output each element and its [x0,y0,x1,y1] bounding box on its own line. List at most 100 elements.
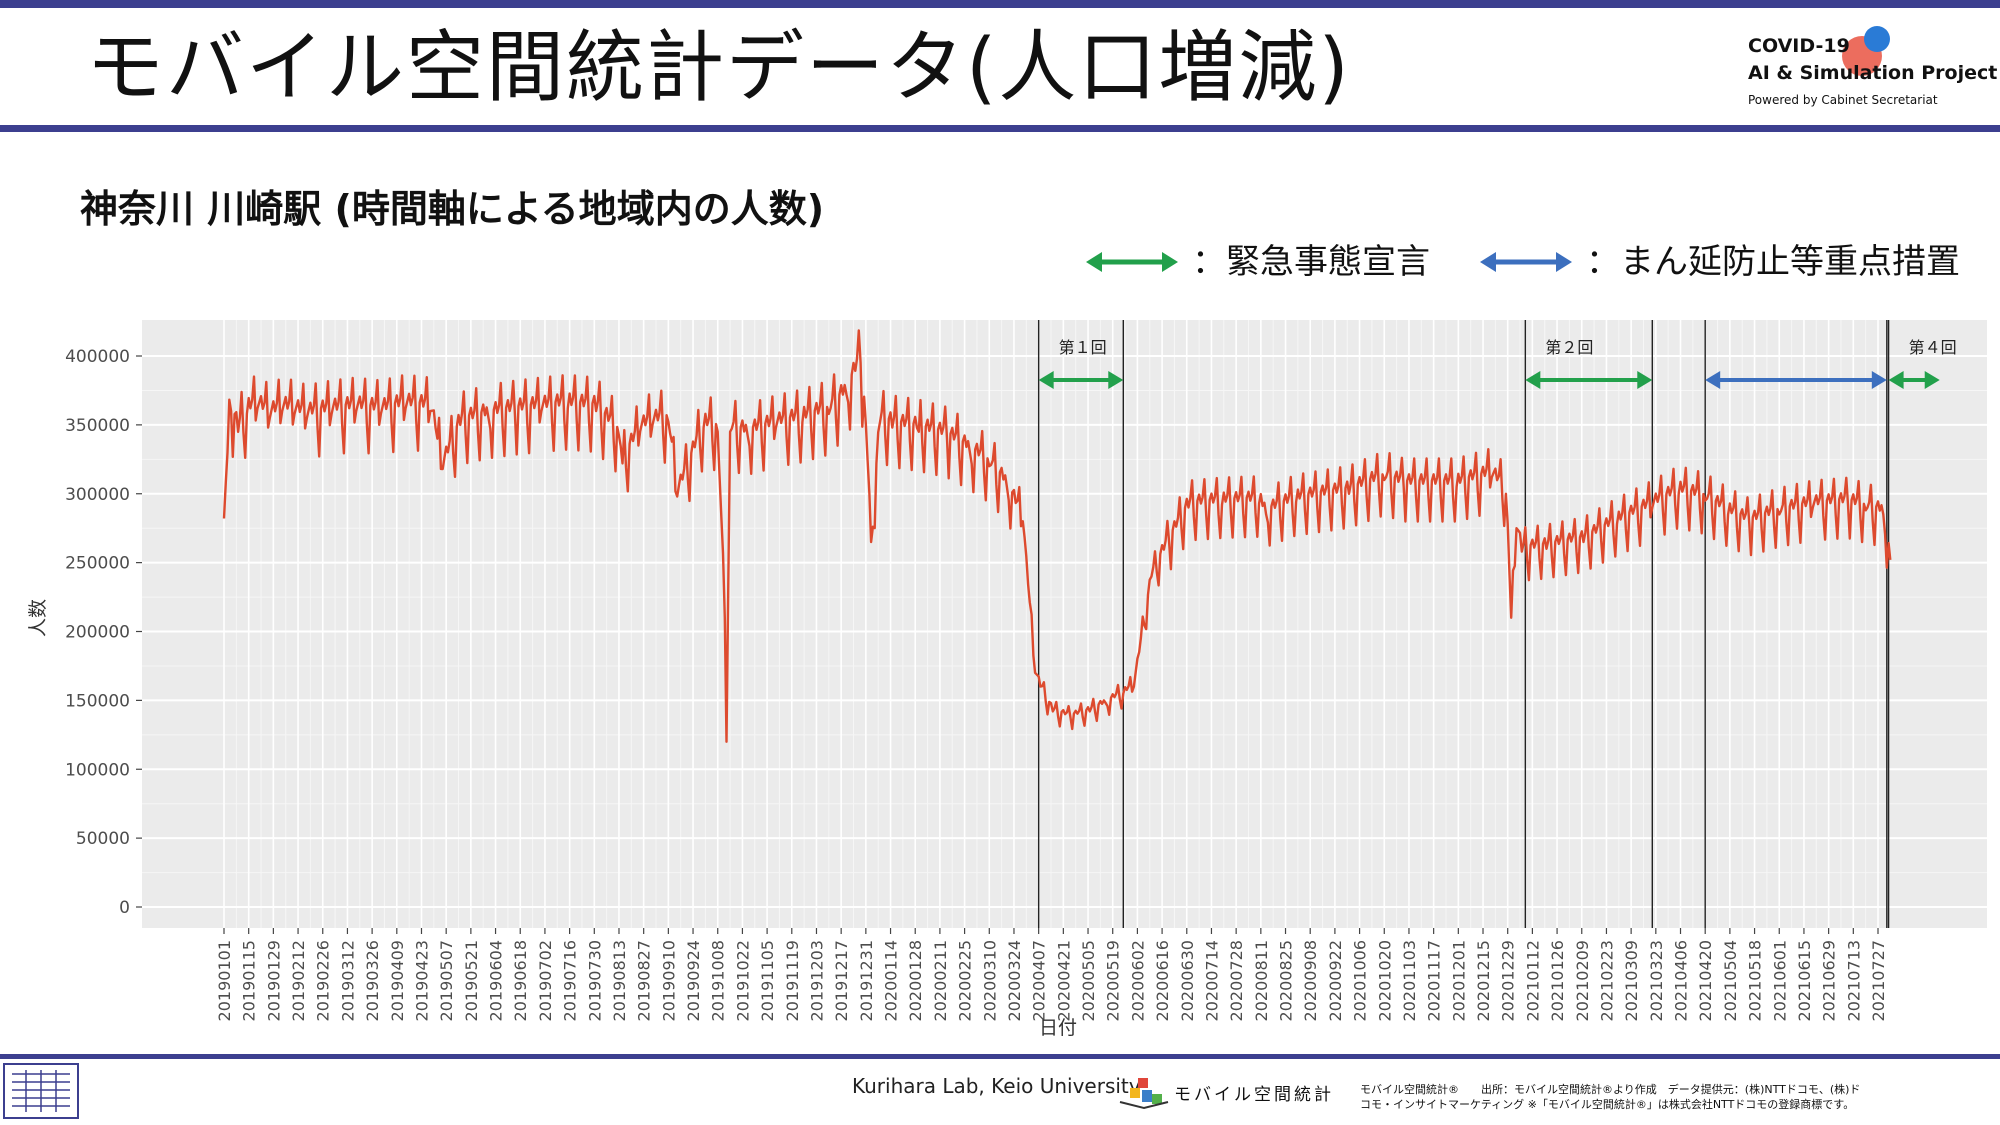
x-tick-label: 20200922 [1326,940,1345,1021]
mobile-logo-text: モバイル空間統計 [1174,1085,1334,1105]
x-tick-label: 20191008 [709,940,728,1021]
x-tick-label: 20200128 [906,940,925,1021]
y-tick-label: 300000 [65,485,130,505]
x-tick-label: 20210727 [1869,940,1888,1021]
arrowhead-left [1888,371,1904,389]
x-tick-label: 20191105 [758,940,777,1021]
series-line [222,329,1892,743]
y-tick-label: 400000 [65,347,130,367]
population-line-chart: 0 50000 100000 150000 200000 250000 300000 3500… [27,320,1987,1039]
page-title: モバイル空間統計データ(人口増減) [86,23,1351,113]
footer-divider [0,1054,2000,1059]
arrowhead-right [1871,371,1887,389]
legend-label-emergency: ：緊急事態宣言 [1192,242,1430,282]
x-tick-label: 20190507 [437,940,456,1021]
x-tick-label: 20201020 [1375,940,1394,1021]
logo-line3: Powered by Cabinet Secretariat [1748,93,1938,107]
x-tick-label: 20210126 [1548,940,1567,1021]
x-tick-label: 20200114 [882,940,901,1021]
x-tick-label: 20190129 [264,940,283,1021]
period-label: 第４回 [1909,338,1957,357]
y-axis-label: 人数 [27,599,49,637]
x-tick-label: 20200324 [1005,940,1024,1021]
x-tick-label: 20190604 [487,940,506,1021]
x-tick-label: 20210223 [1597,940,1616,1021]
emergency-declaration-arrow [1038,371,1124,389]
x-tick-label: 20190618 [511,940,530,1021]
x-tick-label: 20190827 [635,940,654,1021]
x-tick-label: 20210615 [1795,940,1814,1021]
x-tick-label: 20190924 [684,940,703,1021]
x-axis-label: 日付 [1039,1017,1077,1039]
x-tick-label: 20190409 [388,940,407,1021]
plot-background [142,320,1987,928]
x-tick-label: 20200519 [1104,940,1123,1021]
x-tick-label: 20190910 [659,940,678,1021]
x-tick-label: 20200225 [956,940,975,1021]
x-tick-label: 20200811 [1252,940,1271,1021]
y-tick-label: 0 [119,898,130,918]
arrowhead-right [1108,371,1124,389]
x-tick-label: 20210209 [1573,940,1592,1021]
x-tick-label: 20210601 [1770,940,1789,1021]
x-tick-label: 20190521 [462,940,481,1021]
x-tick-label: 20210629 [1820,940,1839,1021]
x-tick-label: 20200211 [931,940,950,1021]
logo-line2: AI & Simulation Project [1748,62,1998,84]
x-tick-label: 20210504 [1721,940,1740,1021]
x-tick-label: 20191119 [783,940,802,1021]
x-tick-label: 20210323 [1647,940,1666,1021]
legend-label-priority-measures: ：まん延防止等重点措置 [1586,242,1960,282]
y-tick-label: 350000 [65,416,130,436]
x-tick-label: 20200825 [1277,940,1296,1021]
x-tick-label: 20200421 [1054,940,1073,1021]
logo-line1: COVID-19 [1748,35,1850,57]
priority-measures-arrow [1705,371,1887,389]
x-tick-label: 20210518 [1746,940,1765,1021]
x-tick-label: 20200728 [1227,940,1246,1021]
x-tick-label: 20190423 [412,940,431,1021]
x-tick-label: 20191217 [832,940,851,1021]
arrowhead-right [1924,371,1940,389]
y-tick-label: 50000 [76,829,130,849]
x-tick-label: 20190730 [585,940,604,1021]
x-tick-label: 20200602 [1128,940,1147,1021]
x-tick-label: 20200616 [1153,940,1172,1021]
top-accent-bar [0,0,2000,8]
x-tick-label: 20210112 [1523,940,1542,1021]
emergency-declaration-arrow [1888,371,1940,389]
y-tick-label: 250000 [65,554,130,574]
y-tick-label: 200000 [65,623,130,643]
x-tick-label: 20190115 [240,940,259,1021]
x-tick-label: 20190326 [363,940,382,1021]
x-tick-label: 20200310 [980,940,999,1021]
arrowhead-left [1038,371,1054,389]
legend-item-priority-measures: ：まん延防止等重点措置 [1480,240,1990,284]
period-label: 第２回 [1545,338,1593,357]
period-label: 第１回 [1059,338,1107,357]
arrowhead-left [1705,371,1721,389]
x-tick-label: 20190212 [289,940,308,1021]
x-tick-label: 20210406 [1672,940,1691,1021]
x-tick-label: 20201229 [1499,940,1518,1021]
x-tick-label: 20201201 [1449,940,1468,1021]
arrowhead-right [1637,371,1653,389]
source-line-2: コモ・インサイトマーケティング ※「モバイル空間統計®」は株式会社NTTドコモの… [1360,1098,1855,1111]
covid-project-logo: COVID-19 AI & Simulation Project Powered… [1748,26,1997,116]
x-tick-label: 20201103 [1400,940,1419,1021]
mobile-spatial-statistics-logo: モバイル空間統計 [1118,1076,1336,1110]
y-tick-label: 150000 [65,691,130,711]
x-tick-label: 20190716 [561,940,580,1021]
keio-lab-logo-icon [3,1063,79,1119]
x-tick-label: 20210309 [1622,940,1641,1021]
x-tick-label: 20190101 [215,940,234,1021]
blue-double-arrow-icon [1480,252,1572,272]
x-tick-label: 20190813 [610,940,629,1021]
x-tick-label: 20210420 [1696,940,1715,1021]
arrowhead-left [1525,371,1541,389]
y-tick-label: 100000 [65,760,130,780]
header-divider [0,125,2000,132]
blocks-logo-icon [1119,1078,1169,1110]
x-tick-label: 20200714 [1202,940,1221,1021]
x-tick-label: 20200505 [1079,940,1098,1021]
